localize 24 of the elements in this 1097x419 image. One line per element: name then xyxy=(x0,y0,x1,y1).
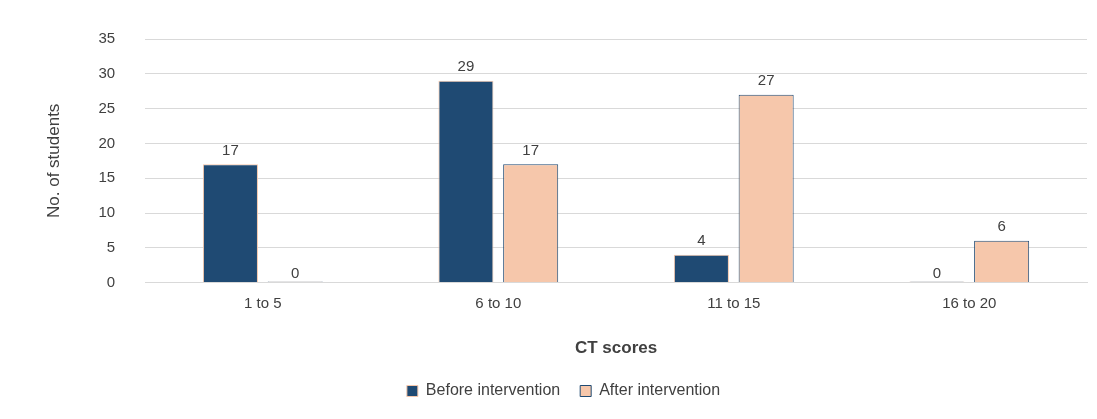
x-tick-label: 6 to 10 xyxy=(475,293,522,311)
data-label: 6 xyxy=(997,217,1006,235)
x-tick-label: 11 to 15 xyxy=(707,293,761,311)
y-axis-title: No. of students xyxy=(43,103,63,218)
data-label: 27 xyxy=(757,71,775,89)
legend-label: After intervention xyxy=(599,381,721,399)
data-label: 29 xyxy=(457,57,475,75)
data-label: 0 xyxy=(291,264,300,282)
x-tick-label: 16 to 20 xyxy=(942,293,997,311)
y-tick-label: 25 xyxy=(98,98,116,116)
data-label: 17 xyxy=(222,140,239,158)
y-tick-label: 0 xyxy=(106,272,116,290)
data-label: 17 xyxy=(522,140,540,158)
y-tick-label: 10 xyxy=(98,203,116,221)
x-axis-title: CT scores xyxy=(574,338,658,358)
y-tick-label: 15 xyxy=(98,168,116,186)
y-tick-label: 35 xyxy=(98,29,116,47)
y-tick-label: 5 xyxy=(106,237,116,255)
data-label: 0 xyxy=(932,264,942,282)
x-tick-label: 1 to 5 xyxy=(244,293,282,311)
y-tick-label: 30 xyxy=(98,63,116,81)
legend-label: Before intervention xyxy=(425,381,561,399)
y-tick-label: 20 xyxy=(98,133,116,151)
data-label: 4 xyxy=(697,231,706,249)
